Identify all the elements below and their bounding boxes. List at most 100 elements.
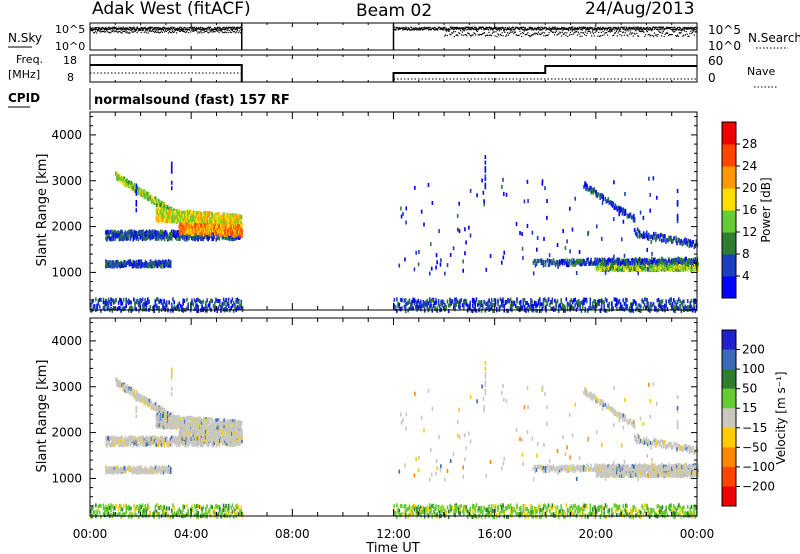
data-cell: [585, 262, 587, 267]
data-cell: [154, 200, 157, 205]
noise-point: [159, 27, 161, 29]
noise-point: [675, 34, 677, 37]
data-cell: [233, 213, 236, 218]
noise-point: [667, 27, 669, 29]
noise-point: [515, 34, 517, 36]
noise-point: [116, 29, 119, 31]
noise-point: [552, 31, 555, 33]
noise-point: [623, 26, 625, 28]
noise-point: [167, 32, 170, 34]
noise-point: [539, 29, 541, 31]
noise-point: [606, 28, 608, 31]
data-cell: [537, 259, 540, 264]
data-cell: [108, 233, 110, 238]
data-cell: [117, 260, 119, 265]
data-cell: [620, 261, 623, 266]
noise-point: [119, 28, 121, 30]
noise-point: [511, 31, 513, 34]
data-cell: [113, 263, 115, 268]
data-cell: [627, 258, 630, 263]
data-cell: [154, 236, 157, 241]
data-cell: [148, 263, 151, 268]
data-cell: [534, 258, 537, 263]
noise-point: [107, 26, 110, 29]
data-cell: [638, 230, 641, 235]
data-cell: [428, 271, 431, 276]
noise-point: [435, 28, 438, 31]
noise-point: [596, 30, 598, 32]
data-cell: [598, 262, 601, 267]
data-cell: [234, 214, 237, 219]
noise-point: [465, 26, 468, 28]
data-cell: [189, 219, 191, 224]
data-cell: [147, 192, 150, 197]
noise-point: [554, 28, 556, 30]
data-cell: [577, 258, 579, 263]
noise-point: [592, 32, 594, 34]
data-cell: [667, 261, 670, 266]
noise-point: [545, 27, 547, 29]
noise-point: [425, 27, 427, 29]
data-cell: [193, 215, 195, 220]
noise-point: [574, 27, 576, 30]
noise-point: [530, 34, 533, 37]
data-cell: [620, 267, 622, 272]
data-cell: [567, 263, 569, 268]
noise-point: [653, 26, 655, 28]
data-cell: [129, 236, 132, 241]
data-cell: [221, 235, 224, 240]
noise-point: [510, 27, 512, 29]
data-cell: [579, 258, 581, 263]
data-cell: [139, 264, 142, 269]
data-cell: [594, 189, 596, 194]
noise-point: [685, 27, 687, 29]
data-cell: [632, 213, 635, 218]
data-cell: [607, 265, 610, 270]
noise-point: [621, 35, 623, 37]
data-cell: [613, 266, 615, 271]
noise-point: [614, 32, 616, 34]
data-cell: [159, 207, 162, 212]
noise-point: [495, 28, 497, 30]
noise-point: [535, 28, 537, 30]
data-cell: [122, 176, 124, 181]
data-cell: [150, 264, 153, 269]
noise-point: [623, 34, 625, 36]
data-cell: [139, 192, 142, 197]
data-cell: [138, 187, 141, 192]
data-cell: [659, 258, 661, 263]
noise-point: [462, 29, 464, 31]
noise-point: [176, 28, 178, 30]
noise-point: [154, 27, 157, 29]
data-cell: [213, 229, 216, 234]
noise-point: [620, 30, 622, 32]
noise-point: [536, 27, 538, 29]
noise-point: [109, 31, 111, 33]
data-cell: [685, 265, 688, 270]
data-cell: [151, 232, 154, 237]
data-cell: [619, 261, 622, 266]
noise-point: [169, 31, 172, 34]
noise-point: [653, 28, 655, 31]
data-cell: [593, 260, 595, 265]
noise-point: [149, 26, 151, 28]
noise-point: [220, 30, 222, 32]
noise-point: [584, 31, 587, 33]
noise-point: [516, 34, 518, 37]
noise-point: [162, 28, 165, 31]
data-cell: [144, 237, 147, 242]
data-cell: [229, 213, 232, 218]
noise-point: [108, 28, 111, 30]
data-cell: [187, 209, 189, 214]
noise-point: [421, 26, 423, 29]
data-cell: [114, 236, 116, 241]
noise-point: [646, 27, 648, 30]
data-cell: [166, 233, 169, 238]
data-cell: [148, 192, 151, 197]
noise-point: [475, 29, 477, 31]
noise-point: [680, 31, 682, 34]
noise-point: [168, 31, 171, 33]
data-cell: [209, 224, 212, 229]
data-cell: [623, 253, 626, 258]
noise-point: [485, 34, 487, 36]
